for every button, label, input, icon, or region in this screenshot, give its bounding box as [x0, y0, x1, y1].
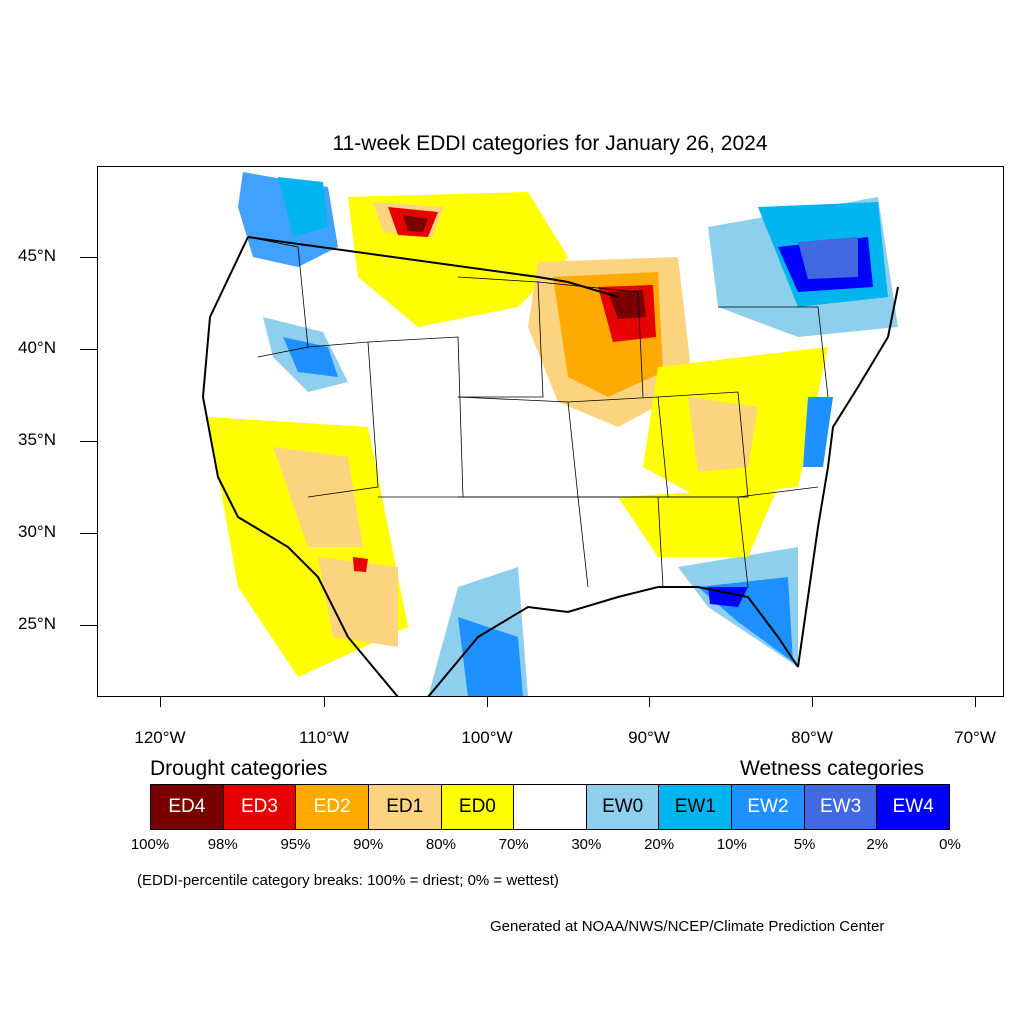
lon-tick	[160, 697, 161, 707]
legend-percent-label: 5%	[793, 836, 816, 853]
legend-percent-label: 2%	[866, 836, 889, 853]
category-note: (EDDI-percentile category breaks: 100% =…	[137, 872, 559, 889]
legend-percent-label: 90%	[353, 836, 384, 853]
map-title: 11-week EDDI categories for January 26, …	[332, 132, 768, 155]
lon-label-110: 110°W	[299, 728, 349, 747]
legend-cell-ed2: ED2	[296, 785, 369, 829]
state-borders	[247, 236, 829, 588]
legend-cell-ew0: EW0	[586, 785, 660, 829]
lon-tick	[324, 697, 325, 707]
lon-label-120: 120°W	[134, 728, 186, 747]
map-canvas	[201, 172, 899, 696]
legend-cell-ew2: EW2	[732, 785, 805, 829]
lon-label-80: 80°W	[791, 728, 833, 747]
eddi-map	[97, 166, 1004, 697]
legend-percent-label: 98%	[207, 836, 238, 853]
legend-percent-label: 10%	[716, 836, 747, 853]
lat-label-45: 45°N	[18, 246, 56, 265]
lat-tick	[80, 257, 97, 258]
legend-cell-ed3: ED3	[223, 785, 297, 829]
legend-cell-ed0: ED0	[441, 785, 515, 829]
lon-label-70: 70°W	[954, 728, 996, 747]
lat-tick	[80, 349, 97, 350]
legend-cell-neutral	[514, 785, 587, 829]
legend-percent-label: 100%	[130, 836, 170, 853]
lat-tick	[80, 533, 97, 534]
lat-tick	[80, 625, 97, 626]
legend-cell-ew4: EW4	[877, 785, 950, 829]
drought-categories-title: Drought categories	[150, 757, 328, 780]
legend-cell-ew3: EW3	[804, 785, 878, 829]
legend-cell-ed4: ED4	[151, 785, 224, 829]
legend-color-bar: ED4 ED3 ED2 ED1 ED0 EW0 EW1 EW2 EW3 EW4	[150, 784, 950, 830]
lon-label-100: 100°W	[461, 728, 513, 747]
lon-label-90: 90°W	[628, 728, 670, 747]
lon-tick	[649, 697, 650, 707]
category-shading	[208, 172, 898, 696]
wetness-categories-title: Wetness categories	[740, 757, 925, 780]
lon-tick	[812, 697, 813, 707]
coastlines	[201, 236, 899, 696]
legend-percent-label: 95%	[280, 836, 311, 853]
legend-percent-label: 0%	[939, 836, 961, 853]
lat-label-40: 40°N	[18, 338, 56, 357]
lat-label-25: 25°N	[18, 614, 56, 633]
legend-percent-label: 20%	[644, 836, 675, 853]
lat-tick	[80, 441, 97, 442]
legend-percent-label: 80%	[425, 836, 456, 853]
legend-cell-ew1: EW1	[659, 785, 733, 829]
legend-cell-ed1: ED1	[368, 785, 442, 829]
lat-label-35: 35°N	[18, 430, 56, 449]
lon-tick	[487, 697, 488, 707]
lat-label-30: 30°N	[18, 522, 56, 541]
lon-tick	[975, 697, 976, 707]
legend-percent-label: 70%	[498, 836, 529, 853]
credit-text: Generated at NOAA/NWS/NCEP/Climate Predi…	[490, 918, 885, 935]
legend-percent-label: 30%	[571, 836, 602, 853]
